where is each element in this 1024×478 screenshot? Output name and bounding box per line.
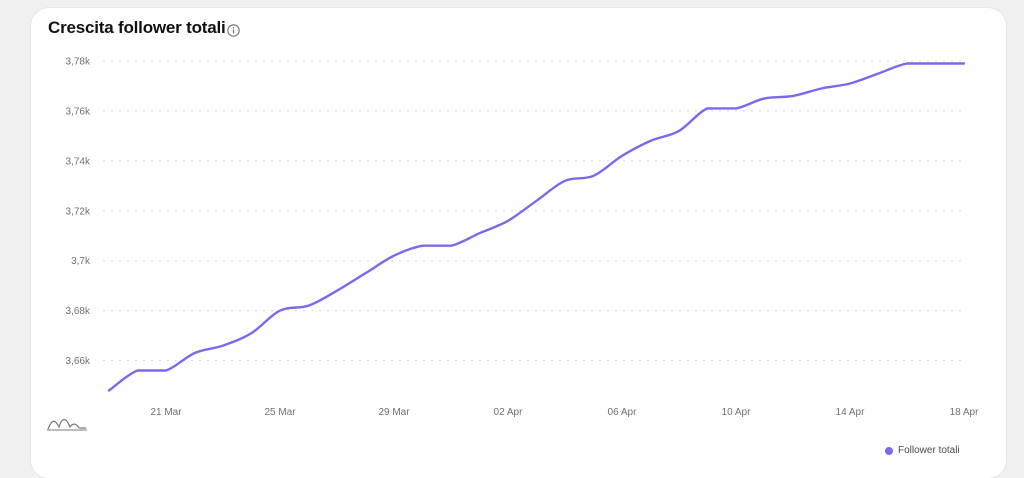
data-point[interactable] — [933, 60, 939, 66]
data-point[interactable] — [591, 173, 597, 179]
grid-lines — [103, 60, 964, 362]
y-tick-label: 3,68k — [66, 306, 91, 317]
y-axis: 3,66k 3,68k 3,7k 3,72k 3,74k 3,76k 3,78k — [66, 56, 91, 367]
x-axis: 21 Mar 25 Mar 29 Mar 02 Apr 06 Apr 10 Apr 14 A… — [150, 407, 979, 418]
series-line-follower-totali[interactable] — [107, 62, 966, 392]
data-point[interactable] — [135, 368, 141, 374]
x-tick-label: 21 Mar — [150, 407, 182, 418]
legend-label: Follower totali — [898, 445, 960, 456]
y-tick-label: 3,66k — [66, 356, 91, 367]
data-point[interactable] — [220, 343, 226, 349]
chart-card — [31, 8, 1006, 478]
x-tick-label: 06 Apr — [608, 407, 638, 418]
x-tick-label: 29 Mar — [378, 407, 410, 418]
x-tick-label: 14 Apr — [836, 407, 866, 418]
data-point[interactable] — [306, 303, 312, 309]
x-tick-label: 25 Mar — [264, 407, 296, 418]
data-point[interactable] — [448, 243, 454, 249]
data-point[interactable] — [163, 368, 169, 374]
y-tick-label: 3,72k — [66, 206, 91, 217]
y-tick-label: 3,76k — [66, 106, 91, 117]
series-layer — [106, 60, 967, 394]
data-point[interactable] — [477, 230, 483, 236]
data-point[interactable] — [420, 243, 426, 249]
info-icon[interactable] — [227, 24, 240, 37]
data-point[interactable] — [562, 178, 568, 184]
data-point[interactable] — [676, 128, 682, 134]
data-point[interactable] — [391, 253, 397, 259]
data-point[interactable] — [619, 153, 625, 159]
chart-legend[interactable]: Follower totali — [885, 445, 960, 456]
line-chart-icon[interactable] — [46, 415, 88, 431]
data-point[interactable] — [334, 288, 340, 294]
legend-color-dot — [885, 446, 893, 455]
data-point[interactable] — [363, 270, 369, 276]
data-point[interactable] — [790, 93, 796, 99]
data-point[interactable] — [904, 60, 910, 66]
data-point[interactable] — [249, 330, 255, 336]
data-point[interactable] — [534, 198, 540, 204]
data-point[interactable] — [648, 138, 654, 144]
data-point[interactable] — [819, 85, 825, 91]
data-point[interactable] — [876, 70, 882, 76]
x-tick-label: 10 Apr — [722, 407, 752, 418]
data-point[interactable] — [505, 218, 511, 224]
data-point[interactable] — [762, 95, 768, 101]
line-chart: 3,66k 3,68k 3,7k 3,72k 3,74k 3,76k 3,78k 21 Ma… — [66, 56, 980, 418]
data-point[interactable] — [847, 80, 853, 86]
data-point[interactable] — [106, 388, 112, 394]
data-point[interactable] — [192, 350, 198, 356]
y-tick-label: 3,78k — [66, 56, 91, 67]
chart-title: Crescita follower totali — [48, 18, 226, 37]
data-point[interactable] — [733, 105, 739, 111]
y-tick-label: 3,74k — [66, 156, 91, 167]
x-tick-label: 02 Apr — [494, 407, 524, 418]
x-tick-label: 18 Apr — [950, 407, 980, 418]
data-point[interactable] — [961, 60, 967, 66]
data-point[interactable] — [277, 308, 283, 314]
y-tick-label: 3,7k — [71, 256, 91, 267]
data-point[interactable] — [705, 105, 711, 111]
